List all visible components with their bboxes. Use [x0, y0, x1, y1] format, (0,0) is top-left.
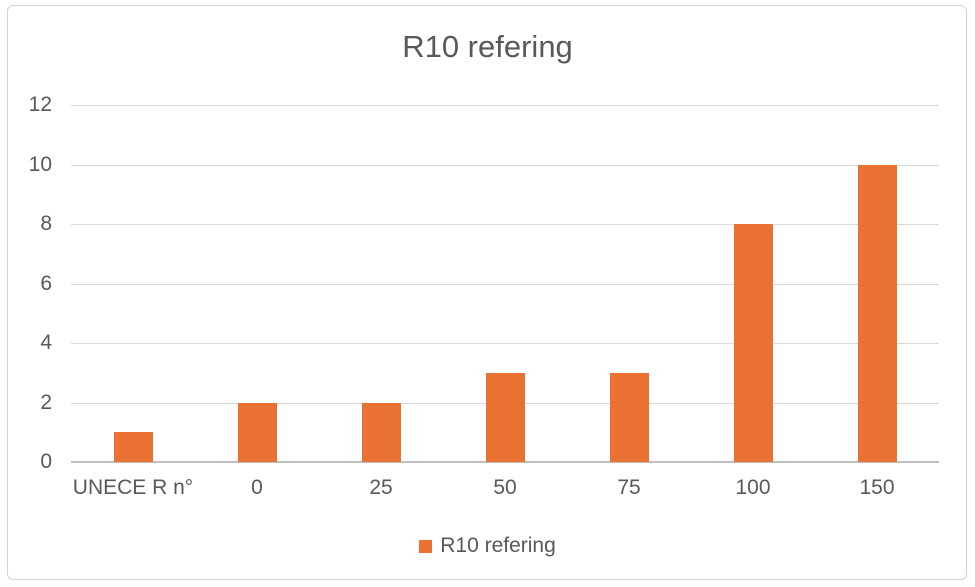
bar-150 [857, 164, 897, 462]
x-tick-label: 50 [493, 476, 517, 499]
x-tick-label: 100 [735, 476, 771, 499]
bar-0 [237, 402, 277, 462]
y-tick-label: 4 [40, 331, 52, 354]
legend-label: R10 refering [440, 534, 556, 557]
gridline [71, 224, 939, 225]
gridline [71, 343, 939, 344]
x-tick-label: 75 [617, 476, 641, 499]
bar-25 [361, 402, 401, 462]
chart-title: R10 refering [402, 29, 573, 64]
bar-50 [485, 372, 525, 462]
x-tick-label: 150 [859, 476, 895, 499]
gridline [71, 164, 939, 166]
gridline [71, 283, 939, 285]
legend: R10 refering [0, 534, 975, 558]
chart-border [7, 5, 967, 580]
bar-100 [733, 224, 773, 462]
y-tick-label: 2 [40, 390, 52, 414]
y-tick-label: 12 [28, 93, 52, 116]
bar-75 [609, 372, 649, 462]
bar-UNECE R n° [113, 432, 153, 462]
x-tick-label: 0 [251, 476, 263, 499]
x-axis-line [71, 461, 939, 463]
y-tick-label: 10 [28, 152, 52, 176]
y-tick-label: 6 [40, 271, 52, 295]
y-tick-label: 8 [40, 212, 52, 235]
x-tick-label: 25 [369, 476, 393, 499]
legend-swatch [419, 539, 433, 553]
y-tick-label: 0 [40, 450, 52, 473]
gridline [71, 105, 939, 106]
x-tick-label: UNECE R n° [72, 476, 194, 499]
